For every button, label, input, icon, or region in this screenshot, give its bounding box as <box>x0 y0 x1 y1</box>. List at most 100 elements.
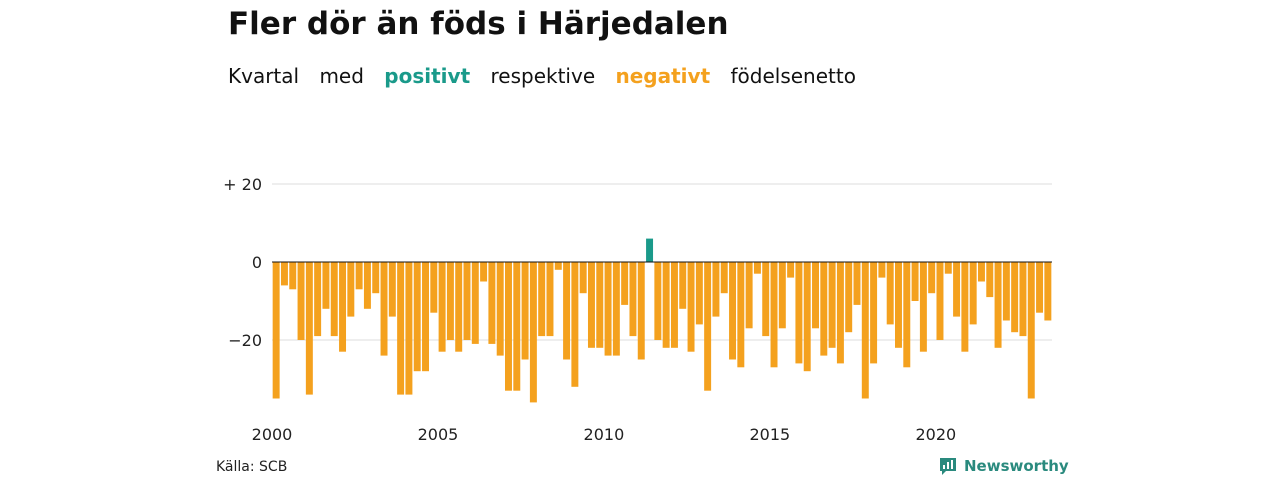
bar <box>803 262 811 372</box>
bar <box>413 262 421 372</box>
subtitle-word: födelsenetto <box>730 64 856 88</box>
bar <box>953 262 961 317</box>
bar <box>886 262 894 325</box>
bar <box>596 262 604 348</box>
bar <box>347 262 355 317</box>
bar <box>861 262 869 399</box>
bar <box>911 262 919 301</box>
subtitle-negative-label: negativt <box>615 64 711 88</box>
bar <box>828 262 836 348</box>
bar <box>554 262 562 270</box>
bar <box>621 262 629 305</box>
bar <box>380 262 388 356</box>
bar <box>339 262 347 352</box>
bar <box>670 262 678 348</box>
bar <box>762 262 770 337</box>
bar <box>795 262 803 364</box>
bar <box>753 262 761 274</box>
bar <box>529 262 537 403</box>
bar <box>853 262 861 305</box>
y-tick-label: −20 <box>228 331 262 350</box>
chart-title: Fler dör än föds i Härjedalen <box>228 6 729 42</box>
bar <box>812 262 819 329</box>
bar <box>1036 262 1044 313</box>
bar <box>787 262 795 278</box>
bar <box>422 262 429 372</box>
bar <box>289 262 297 290</box>
bar <box>737 262 745 368</box>
bar <box>438 262 446 352</box>
bar <box>662 262 670 348</box>
bar <box>1011 262 1019 333</box>
bar <box>969 262 977 325</box>
bar <box>587 262 595 348</box>
bar <box>687 262 695 352</box>
bar <box>455 262 463 352</box>
bar <box>878 262 886 278</box>
bar <box>372 262 380 294</box>
bar <box>695 262 703 325</box>
bar <box>430 262 438 313</box>
subtitle-word: respektive <box>490 64 596 88</box>
bar <box>388 262 396 317</box>
x-tick-label: 2020 <box>915 425 956 444</box>
x-tick-label: 2010 <box>584 425 625 444</box>
bar <box>629 262 637 337</box>
bar <box>463 262 471 340</box>
bar <box>405 262 413 395</box>
brand-name: Newsworthy <box>964 457 1069 475</box>
bar <box>488 262 496 344</box>
bar <box>446 262 454 340</box>
source-note: Källa: SCB <box>216 459 288 475</box>
bar <box>330 262 338 337</box>
bar <box>579 262 587 294</box>
y-tick-label: + 20 <box>223 175 262 194</box>
bar <box>994 262 1002 348</box>
y-axis: + 20 0 −20 <box>223 175 262 350</box>
bar <box>612 262 620 356</box>
bar <box>977 262 985 282</box>
subtitle-word: med <box>319 64 364 88</box>
bar <box>745 262 753 329</box>
bar <box>505 262 512 391</box>
bar <box>845 262 853 333</box>
bar <box>820 262 828 356</box>
bar <box>272 262 280 399</box>
x-tick-label: 2015 <box>750 425 791 444</box>
x-axis: 2000 2005 2010 2015 2020 <box>252 425 957 444</box>
subtitle-positive-label: positivt <box>384 64 471 88</box>
bar <box>363 262 371 309</box>
bar <box>936 262 944 340</box>
bar <box>870 262 878 364</box>
bar <box>604 262 612 356</box>
bar <box>961 262 969 352</box>
bar <box>1019 262 1027 337</box>
bar <box>538 262 546 337</box>
newsworthy-logo[interactable]: Newsworthy <box>938 456 1069 476</box>
bar <box>646 238 654 262</box>
bar <box>305 262 313 395</box>
bar <box>496 262 504 356</box>
newsworthy-icon <box>940 458 956 475</box>
bar <box>712 262 720 317</box>
bar <box>679 262 687 309</box>
bar <box>944 262 952 274</box>
bar <box>563 262 571 360</box>
x-tick-label: 2000 <box>252 425 293 444</box>
bar <box>355 262 363 290</box>
bar <box>571 262 579 387</box>
bar <box>654 262 662 340</box>
bar <box>513 262 521 391</box>
bar <box>1027 262 1035 399</box>
y-tick-label: 0 <box>252 253 262 272</box>
bar <box>1002 262 1010 321</box>
bar <box>546 262 554 337</box>
bar <box>297 262 305 340</box>
bar <box>1044 262 1052 321</box>
bar <box>729 262 737 360</box>
bar <box>928 262 936 294</box>
bar <box>322 262 330 309</box>
bar <box>637 262 645 360</box>
bar <box>471 262 479 344</box>
